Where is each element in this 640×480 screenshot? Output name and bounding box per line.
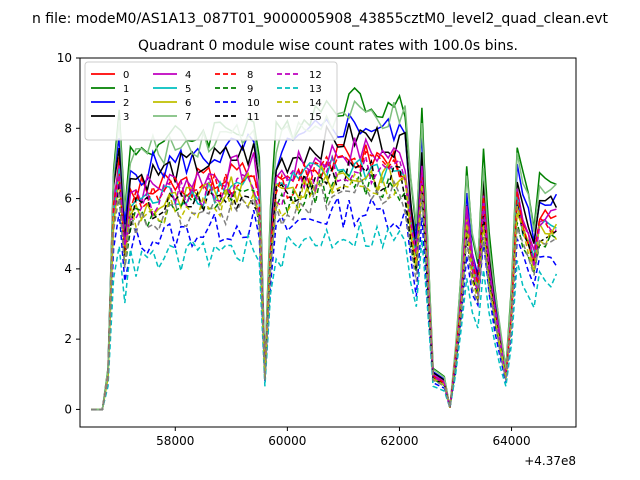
legend-box (84, 61, 338, 141)
legend-label: 2 (123, 98, 129, 109)
legend-label: 7 (185, 112, 191, 123)
figure-suptitle: n file: modeM0/AS1A13_087T01_9000005908_… (32, 11, 609, 27)
x-tick-label: 60000 (268, 434, 306, 448)
legend-label: 10 (247, 98, 260, 109)
legend-label: 0 (123, 70, 129, 81)
y-tick-label: 8 (64, 121, 72, 135)
legend-label: 13 (309, 84, 322, 95)
legend-label: 6 (185, 98, 191, 109)
series-line-14 (91, 172, 558, 411)
x-tick-label: 62000 (380, 434, 418, 448)
y-axis: 0 2 4 6 8 10 (57, 51, 80, 416)
y-tick-label: 6 (64, 192, 72, 206)
y-tick-label: 2 (64, 332, 72, 346)
chart-title: Quadrant 0 module wise count rates with … (138, 38, 518, 54)
series-line-12 (91, 154, 557, 411)
legend-label: 11 (247, 112, 260, 123)
y-tick-label: 4 (64, 262, 72, 276)
legend-label: 3 (123, 112, 129, 123)
legend-label: 4 (185, 70, 191, 81)
x-tick-label: 58000 (156, 434, 194, 448)
y-tick-label: 10 (57, 51, 72, 65)
legend-label: 12 (309, 70, 322, 81)
legend-label: 8 (247, 70, 253, 81)
x-offset-label: +4.37e8 (524, 454, 576, 468)
x-axis: 58000 60000 62000 64000 (156, 427, 531, 448)
series-line-13 (91, 221, 558, 411)
axes-frame (79, 57, 577, 428)
series-line-15 (91, 177, 557, 411)
legend-label: 1 (123, 84, 129, 95)
series-line-10 (91, 195, 558, 411)
legend-label: 5 (185, 84, 191, 95)
x-tick-label: 64000 (492, 434, 530, 448)
legend-label: 14 (309, 98, 322, 109)
legend-label: 15 (309, 112, 322, 123)
legend-label: 9 (247, 84, 253, 95)
y-tick-label: 0 (64, 402, 72, 416)
